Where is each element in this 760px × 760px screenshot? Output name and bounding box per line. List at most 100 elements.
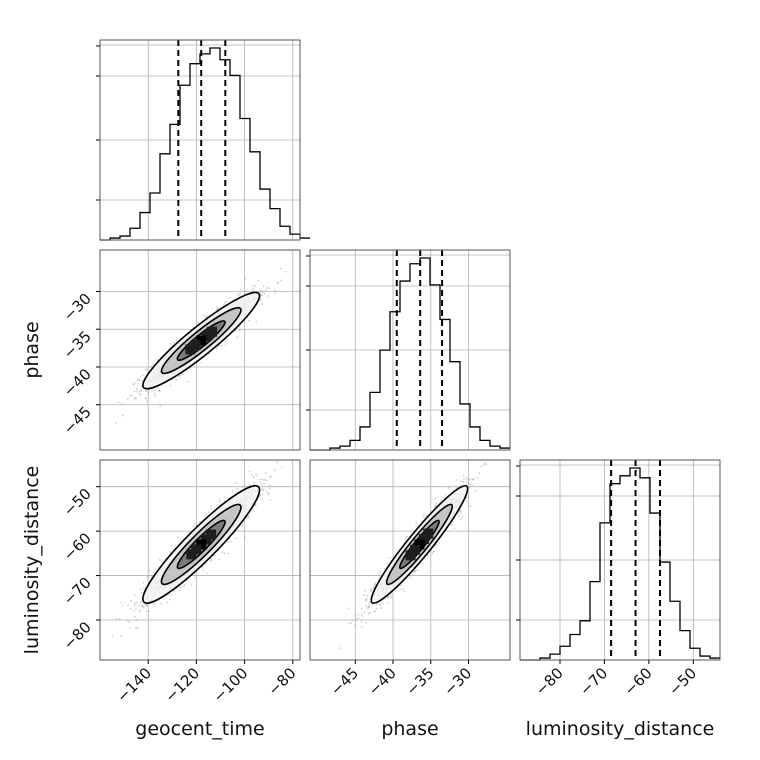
sample-point (269, 499, 272, 502)
sample-point (223, 499, 226, 502)
sample-point (378, 572, 381, 575)
sample-point (404, 538, 407, 541)
sample-point (240, 289, 242, 291)
sample-point (141, 380, 144, 382)
sample-point (276, 281, 279, 284)
sample-point (117, 401, 120, 404)
sample-point (169, 343, 172, 345)
sample-point (136, 388, 138, 391)
sample-point (248, 470, 251, 473)
sample-point (145, 610, 148, 613)
sample-point (159, 404, 162, 407)
sample-point (152, 363, 154, 366)
sample-point (135, 397, 138, 400)
sample-point (135, 619, 138, 622)
sample-point (253, 482, 256, 484)
sample-point (145, 390, 147, 393)
sample-point (416, 569, 419, 572)
sample-point (218, 344, 221, 347)
sample-point (434, 545, 437, 548)
sample-point (235, 482, 238, 484)
sample-point (137, 378, 140, 381)
sample-point (455, 479, 458, 481)
panel-content (339, 458, 492, 650)
sample-point (267, 491, 270, 494)
panel-frame (99, 39, 301, 241)
sample-point (152, 602, 155, 605)
sample-point (348, 621, 351, 624)
sample-point (265, 479, 268, 482)
sample-point (241, 486, 244, 488)
sample-point (469, 483, 472, 485)
sample-point (178, 374, 181, 377)
sample-point (267, 493, 270, 496)
sample-point (460, 517, 463, 520)
sample-point (182, 585, 185, 588)
sample-point (175, 339, 178, 342)
sample-point (210, 560, 212, 562)
sample-point (368, 604, 371, 607)
sample-point (366, 607, 369, 609)
sample-point (236, 488, 239, 490)
sample-point (178, 375, 181, 377)
sample-point (153, 392, 156, 395)
sample-point (237, 529, 239, 532)
sample-point (222, 304, 225, 306)
sample-point (354, 624, 356, 627)
sample-point (269, 475, 272, 478)
sample-point (360, 613, 363, 616)
sample-point (457, 515, 460, 517)
sample-point (262, 285, 265, 287)
sample-point (169, 551, 172, 554)
sample-point (140, 390, 142, 393)
sample-point (460, 480, 463, 483)
sample-point (274, 291, 277, 294)
sample-point (254, 504, 257, 506)
sample-point (414, 570, 416, 573)
sample-point (139, 601, 142, 604)
sample-point (147, 391, 150, 394)
density-core (196, 335, 207, 346)
sample-point (142, 581, 145, 584)
density-core (207, 326, 218, 337)
sample-point (146, 576, 149, 579)
sample-point (260, 478, 263, 481)
sample-point (140, 388, 143, 391)
sample-point (154, 394, 156, 397)
sample-point (363, 594, 365, 597)
sample-point (129, 627, 132, 629)
sample-point (474, 489, 477, 492)
sample-point (202, 314, 205, 317)
sample-point (135, 627, 137, 630)
sample-point (133, 615, 136, 618)
sample-point (120, 601, 123, 604)
sample-point (141, 606, 144, 609)
density-core (185, 344, 196, 355)
sample-point (138, 605, 141, 607)
sample-point (192, 524, 195, 527)
sample-point (280, 466, 283, 469)
panel-content (111, 460, 283, 638)
sample-point (370, 589, 373, 592)
sample-point (490, 458, 492, 460)
sample-point (269, 484, 272, 486)
sample-point (148, 389, 151, 391)
sample-point (259, 493, 262, 496)
sample-point (378, 570, 381, 573)
sample-point (483, 464, 485, 466)
sample-point (145, 604, 148, 607)
sample-point (229, 296, 231, 299)
sample-point (375, 607, 378, 610)
sample-point (152, 571, 155, 574)
sample-point (182, 373, 184, 376)
sample-point (170, 544, 173, 547)
sample-point (144, 369, 147, 371)
sample-point (261, 291, 264, 294)
sample-point (158, 389, 161, 392)
sample-point (134, 604, 136, 606)
sample-point (421, 562, 424, 565)
sample-point (186, 381, 189, 383)
sample-point (256, 475, 259, 478)
sample-point (156, 359, 159, 361)
sample-point (202, 569, 205, 572)
